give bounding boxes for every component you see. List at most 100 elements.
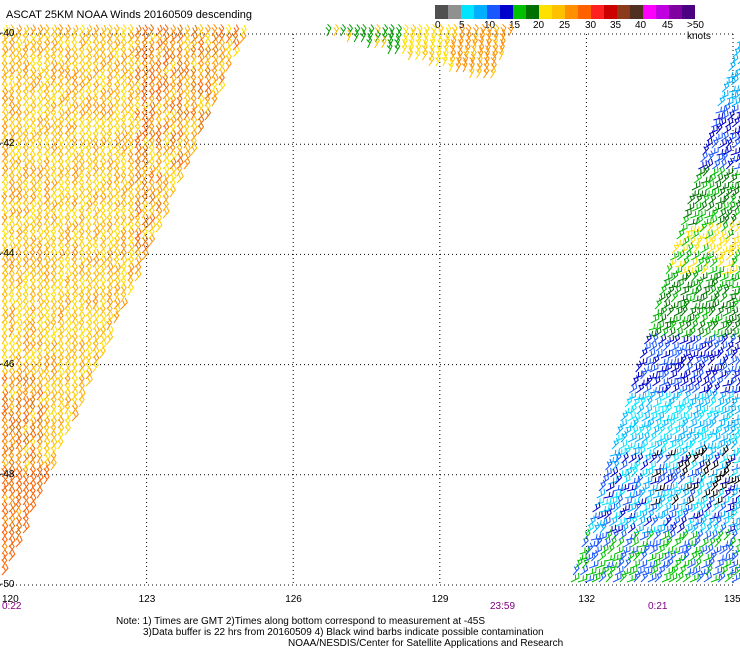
wind-barb (695, 350, 706, 359)
wind-barb (57, 164, 65, 177)
wind-barb (647, 573, 657, 583)
wind-barb (29, 185, 37, 198)
wind-barb (658, 333, 667, 345)
wind-barb (15, 248, 22, 261)
wind-barb (120, 45, 127, 58)
wind-barb (204, 73, 212, 86)
wind-barb (134, 171, 142, 184)
wind-barb (621, 567, 632, 576)
wind-barb (29, 493, 37, 506)
wind-barb (1, 38, 8, 51)
wind-barb (29, 416, 37, 429)
wind-barb (700, 243, 709, 254)
wind-barb (50, 94, 57, 107)
wind-barb (71, 220, 79, 233)
wind-barb (71, 388, 79, 401)
wind-barb (50, 24, 58, 37)
wind-barb (718, 321, 728, 331)
wind-barb (134, 73, 141, 86)
wind-barb (662, 414, 673, 422)
wind-barb (29, 108, 37, 121)
wind-barb (712, 271, 722, 282)
wind-barb (50, 437, 58, 450)
wind-barb (225, 31, 233, 44)
wind-barb (176, 122, 184, 135)
wind-barb (8, 136, 16, 149)
wind-barb (106, 241, 114, 254)
wind-barb (619, 483, 630, 492)
wind-barb (71, 150, 79, 163)
wind-barb (127, 185, 134, 198)
wind-barb (627, 411, 636, 422)
legend-label: 0 (435, 20, 441, 31)
wind-barb (22, 52, 29, 65)
wind-barb (141, 136, 149, 149)
wind-barb (22, 94, 30, 107)
wind-barb (736, 308, 740, 317)
wind-barb (204, 38, 212, 51)
wind-barb (43, 234, 51, 247)
wind-barb (599, 505, 610, 513)
wind-barb (1, 535, 8, 548)
wind-barb (50, 185, 58, 198)
wind-barb (29, 136, 36, 149)
wind-barb (608, 476, 618, 485)
wind-barb (733, 162, 740, 170)
wind-barb (127, 143, 134, 156)
wind-barb (437, 23, 444, 37)
wind-barb (719, 290, 728, 303)
wind-barb (29, 171, 37, 184)
wind-barb (92, 150, 100, 163)
wind-barb (653, 528, 661, 541)
wind-barb (669, 503, 679, 513)
wind-barb (183, 59, 190, 72)
wind-barb (705, 452, 714, 464)
wind-barb (169, 171, 177, 184)
wind-barb (148, 80, 155, 93)
wind-barb (29, 241, 37, 254)
wind-barb (43, 206, 51, 219)
wind-barb (463, 47, 470, 61)
wind-barb (162, 115, 170, 128)
wind-barb (456, 48, 464, 61)
wind-barb (667, 439, 677, 450)
wind-barb (134, 255, 142, 268)
wind-barb (78, 122, 86, 135)
latitude-label: -42 (0, 138, 15, 150)
wind-barb (710, 460, 719, 471)
wind-barb (169, 108, 177, 121)
wind-barb (720, 405, 730, 415)
wind-barb (665, 262, 673, 275)
wind-barb (8, 206, 16, 219)
wind-barb (71, 136, 78, 149)
wind-barb (661, 551, 670, 562)
wind-barb (43, 73, 51, 86)
wind-barb (85, 227, 92, 240)
wind-barb (672, 266, 683, 275)
wind-barb (712, 545, 722, 555)
wind-barb (92, 227, 100, 240)
wind-barb (78, 360, 86, 373)
wind-barb (113, 115, 121, 128)
wind-barb (22, 507, 30, 520)
wind-barb (628, 565, 638, 576)
wind-barb (736, 469, 740, 478)
wind-barb (8, 514, 16, 527)
wind-barb (85, 346, 93, 359)
wind-barb (50, 332, 57, 345)
wind-barb (722, 487, 731, 499)
wind-barb (134, 136, 141, 149)
wind-barb (703, 189, 714, 198)
wind-barb (134, 129, 142, 142)
wind-barb (218, 66, 226, 79)
wind-barb (730, 74, 739, 86)
wind-barb (57, 297, 64, 310)
wind-barb (492, 29, 499, 43)
wind-barb (106, 206, 114, 219)
wind-barb (490, 60, 497, 73)
wind-barb (701, 217, 712, 226)
wind-barb (624, 491, 635, 499)
wind-barb (29, 360, 37, 373)
wind-barb (698, 160, 707, 170)
wind-barb (148, 150, 156, 163)
